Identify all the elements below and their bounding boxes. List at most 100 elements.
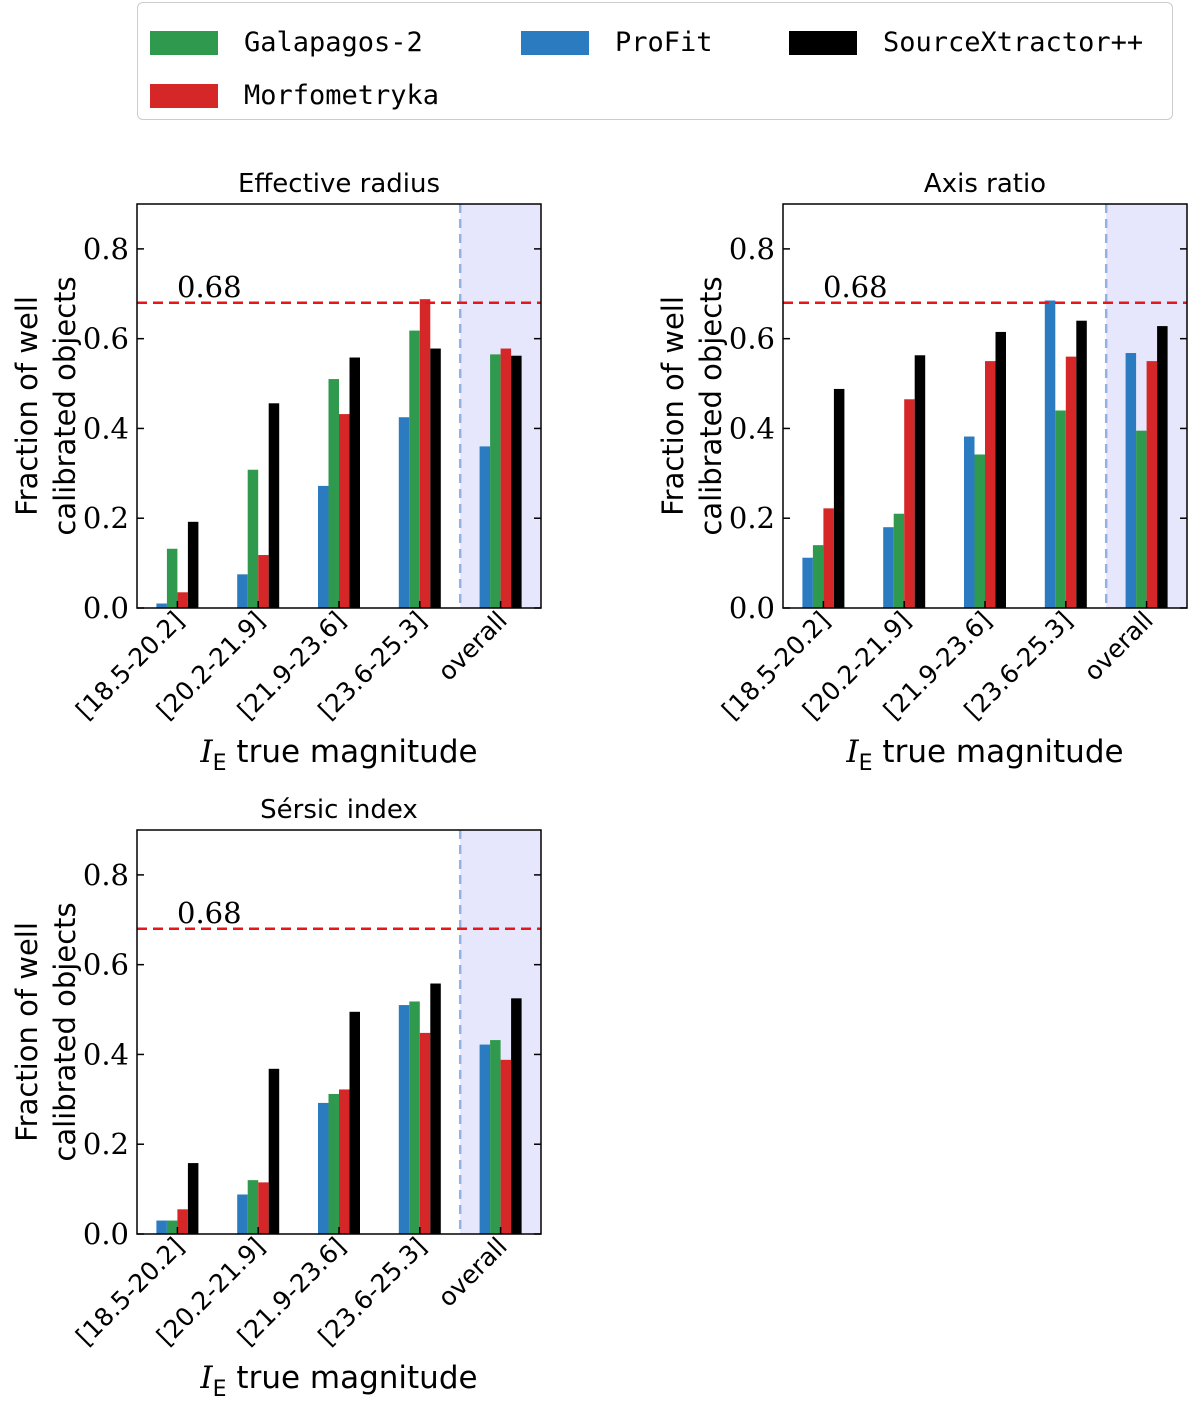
x-axis-label-rest: true magnitude	[873, 734, 1124, 770]
legend-swatch-profit	[521, 30, 589, 55]
x-axis-label-var: I	[845, 734, 859, 770]
x-axis-label-rest: true magnitude	[227, 1360, 478, 1396]
reference-line-label: 0.68	[823, 270, 888, 304]
bar-sourcextractor-overall	[1157, 326, 1168, 608]
legend-swatch-morfometryka	[150, 83, 218, 108]
bar-profit-overall	[479, 446, 491, 608]
legend-swatch-sourcextractor	[789, 30, 857, 55]
bar-profit-20-2-21-9	[237, 1194, 248, 1234]
bar-profit-21-9-23-6	[318, 485, 329, 608]
bar-galapagos-2-18-5-20-2	[166, 1220, 178, 1234]
chart-panel-1: 0.680.00.20.40.60.8[18.5-20.2][20.2-21.9…	[10, 169, 542, 776]
bar-sourcextractor-20-2-21-9	[268, 403, 280, 608]
chart-panel-3: 0.680.00.20.40.60.8[18.5-20.2][20.2-21.9…	[10, 795, 542, 1402]
chart-title: Sérsic index	[260, 795, 418, 825]
bar-morfometryka-20-2-21-9	[258, 1182, 269, 1234]
bar-galapagos-2-20-2-21-9	[247, 469, 259, 608]
bar-sourcextractor-23-6-25-3	[1076, 320, 1087, 608]
legend-item-galapagos: Galapagos-2	[150, 27, 423, 58]
y-axis-label-line2: calibrated objects	[48, 902, 82, 1161]
y-axis-label-line2: calibrated objects	[694, 276, 728, 535]
bar-sourcextractor-20-2-21-9	[914, 355, 926, 608]
bar-profit-21-9-23-6	[318, 1102, 329, 1234]
bar-morfometryka-23-6-25-3	[419, 299, 431, 608]
bar-galapagos-2-overall	[1136, 430, 1147, 608]
x-axis-label-rest: true magnitude	[227, 734, 478, 770]
bar-morfometryka-18-5-20-2	[177, 1209, 188, 1234]
bar-galapagos-2-18-5-20-2	[166, 548, 178, 608]
y-tick-label: 0.2	[729, 501, 775, 535]
x-tick-label-overall: overall	[432, 1232, 513, 1313]
bar-sourcextractor-18-5-20-2	[833, 388, 845, 608]
bar-morfometryka-21-9-23-6	[339, 1089, 350, 1234]
y-tick-label: 0.2	[83, 1127, 129, 1161]
bar-sourcextractor-18-5-20-2	[187, 521, 199, 608]
legend-label-morfometryka: Morfometryka	[244, 80, 440, 111]
y-axis-label-line1: Fraction of well	[10, 296, 44, 516]
bar-morfometryka-21-9-23-6	[985, 361, 996, 608]
bar-profit-20-2-21-9	[237, 574, 248, 608]
y-tick-label: 0.4	[83, 411, 129, 445]
legend-label-sourcextractor: SourceXtractor++	[883, 27, 1144, 58]
y-tick-label: 0.2	[83, 501, 129, 535]
bar-morfometryka-20-2-21-9	[258, 555, 269, 608]
chart-title: Effective radius	[238, 169, 440, 199]
y-axis-label-line1: Fraction of well	[656, 296, 690, 516]
bar-sourcextractor-23-6-25-3	[430, 348, 441, 608]
x-axis-label: IE true magnitude	[199, 734, 477, 776]
bar-galapagos-2-overall	[490, 1040, 501, 1234]
bar-sourcextractor-18-5-20-2	[187, 1163, 199, 1234]
y-tick-label: 0.6	[83, 322, 129, 356]
bar-morfometryka-overall	[500, 1059, 512, 1234]
bar-profit-overall	[479, 1044, 491, 1234]
bar-morfometryka-23-6-25-3	[419, 1032, 431, 1234]
bar-morfometryka-overall	[500, 348, 512, 608]
y-tick-label: 0.0	[83, 1217, 129, 1251]
y-tick-label: 0.8	[83, 232, 129, 266]
bar-morfometryka-18-5-20-2	[823, 508, 834, 608]
bar-morfometryka-20-2-21-9	[904, 399, 915, 608]
x-tick-label-overall: overall	[432, 606, 513, 687]
legend-item-morfometryka: Morfometryka	[150, 80, 439, 111]
y-axis-label-line1: Fraction of well	[10, 922, 44, 1142]
y-tick-label: 0.4	[729, 411, 775, 445]
bar-profit-20-2-21-9	[883, 527, 894, 608]
x-axis-label-sub: E	[213, 751, 227, 776]
bar-profit-overall	[1125, 353, 1137, 608]
legend-swatch-galapagos	[150, 30, 218, 55]
bar-profit-18-5-20-2	[802, 557, 813, 608]
y-axis-label-line2: calibrated objects	[48, 276, 82, 535]
x-tick-label-overall: overall	[1078, 606, 1159, 687]
bar-profit-21-9-23-6	[964, 436, 975, 608]
legend-item-sourcextractor: SourceXtractor++	[789, 27, 1143, 58]
bar-profit-23-6-25-3	[398, 417, 410, 608]
y-tick-label: 0.0	[83, 591, 129, 625]
legend-label-profit: ProFit	[615, 27, 713, 58]
y-tick-label: 0.6	[729, 322, 775, 356]
bar-sourcextractor-21-9-23-6	[349, 357, 360, 608]
chart-panel-2: 0.680.00.20.40.60.8[18.5-20.2][20.2-21.9…	[656, 169, 1188, 776]
legend-item-profit: ProFit	[521, 27, 713, 58]
reference-line-label: 0.68	[177, 270, 242, 304]
bar-morfometryka-23-6-25-3	[1065, 356, 1077, 608]
bar-sourcextractor-21-9-23-6	[349, 1011, 360, 1234]
legend-label-galapagos: Galapagos-2	[244, 27, 423, 58]
bar-galapagos-2-20-2-21-9	[893, 513, 905, 608]
y-tick-label: 0.0	[729, 591, 775, 625]
bar-galapagos-2-overall	[490, 354, 501, 608]
x-axis-label: IE true magnitude	[199, 1360, 477, 1402]
bar-morfometryka-overall	[1146, 361, 1158, 608]
bar-galapagos-2-21-9-23-6	[328, 1093, 339, 1234]
bar-galapagos-2-20-2-21-9	[247, 1180, 259, 1234]
bar-morfometryka-21-9-23-6	[339, 414, 350, 608]
bar-profit-23-6-25-3	[398, 1005, 410, 1234]
bar-sourcextractor-overall	[511, 355, 522, 608]
chart-legend: Galapagos-2 Morfometryka ProFit SourceXt…	[137, 2, 1173, 120]
bar-galapagos-2-21-9-23-6	[328, 379, 339, 608]
bar-galapagos-2-21-9-23-6	[974, 454, 985, 608]
bar-sourcextractor-23-6-25-3	[430, 983, 441, 1234]
reference-line-label: 0.68	[177, 896, 242, 930]
bar-galapagos-2-23-6-25-3	[1055, 410, 1066, 608]
chart-title: Axis ratio	[924, 169, 1046, 199]
